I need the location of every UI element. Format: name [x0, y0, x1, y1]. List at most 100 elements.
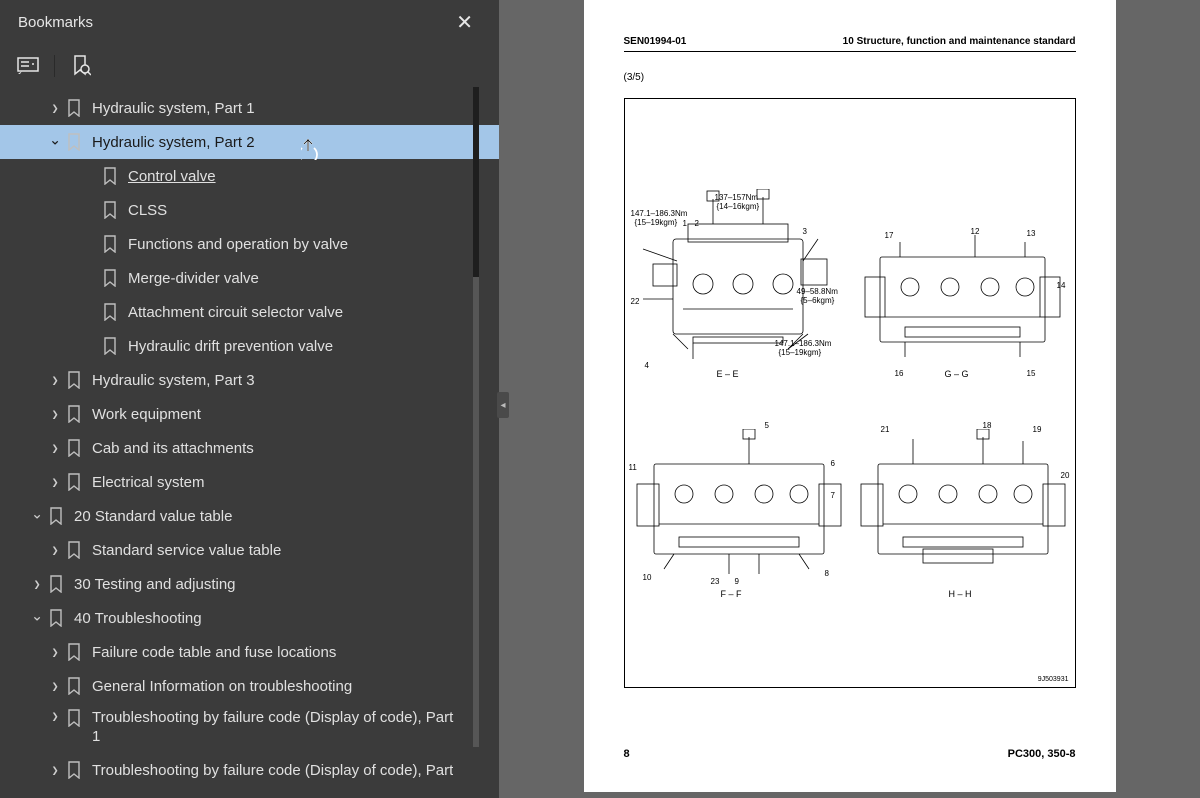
bookmark-icon [46, 575, 66, 593]
bookmark-icon [64, 99, 84, 117]
chevron-icon[interactable]: ⌄ [26, 505, 48, 522]
bookmark-item[interactable]: ❯ Troubleshooting by failure code (Displa… [0, 753, 499, 787]
bookmark-icon [64, 761, 84, 779]
callout: 9 [735, 577, 739, 586]
section-title: 10 Structure, function and maintenance s… [843, 36, 1076, 47]
callout: 18 [983, 421, 992, 430]
collapse-handle-icon[interactable]: ◂ [497, 392, 509, 418]
bookmark-label: Hydraulic system, Part 2 [92, 134, 255, 151]
torque-label: 147.1–186.3Nm [631, 209, 688, 218]
scrollbar[interactable] [469, 87, 479, 798]
callout: 8 [825, 569, 829, 578]
callout: 13 [1027, 229, 1036, 238]
torque-label: {15–19kgm} [779, 348, 822, 357]
bookmark-item[interactable]: ❯30 Testing and adjusting [0, 567, 499, 601]
bookmark-item[interactable]: Attachment circuit selector valve [0, 295, 499, 329]
callout: 2 [695, 219, 699, 228]
torque-label: {5–6kgm} [801, 296, 835, 305]
torque-label: 49–58.8Nm [797, 287, 838, 296]
callout: 7 [831, 491, 835, 500]
chevron-icon[interactable]: ⌄ [26, 607, 48, 624]
bookmark-tree: ❯ Hydraulic system, Part 1 ⌄ Hydraulic syst… [0, 87, 499, 798]
chevron-icon[interactable]: ❯ [49, 647, 62, 657]
find-bookmark-icon[interactable] [67, 52, 95, 80]
chevron-icon[interactable]: ⌄ [44, 131, 66, 148]
bookmark-label: Cab and its attachments [92, 440, 254, 457]
bookmark-label: CLSS [128, 202, 167, 219]
diagram-code: 9J503931 [1038, 676, 1069, 683]
document-viewer[interactable]: SEN01994-01 10 Structure, function and m… [499, 0, 1200, 798]
bookmark-icon [100, 337, 120, 355]
chevron-icon[interactable]: ❯ [49, 681, 62, 691]
bookmark-item[interactable]: ❯ Hydraulic system, Part 1 [0, 91, 499, 125]
bookmark-icon [64, 405, 84, 423]
bookmark-icon [46, 507, 66, 525]
bookmark-icon [64, 439, 84, 457]
bookmark-label: Hydraulic system, Part 3 [92, 372, 255, 389]
bookmark-icon [64, 541, 84, 559]
torque-label: {15–19kgm} [635, 218, 678, 227]
bookmark-icon [64, 709, 84, 727]
pdf-page: SEN01994-01 10 Structure, function and m… [584, 0, 1116, 792]
options-icon[interactable] [14, 52, 42, 80]
bookmark-label: Hydraulic system, Part 1 [92, 100, 255, 117]
bookmark-item[interactable]: ❯ Electrical system [0, 465, 499, 499]
valve-view-gg [855, 227, 1070, 387]
callout: 4 [645, 361, 649, 370]
bookmark-item[interactable]: ⌄ Hydraulic system, Part 2 [0, 125, 499, 159]
bookmark-label: General Information on troubleshooting [92, 678, 352, 695]
chevron-icon[interactable]: ❯ [49, 103, 62, 113]
callout: 15 [1027, 369, 1036, 378]
bookmark-item[interactable]: ❯Failure code table and fuse locations [0, 635, 499, 669]
bookmark-label: 20 Standard value table [74, 508, 232, 525]
callout: 23 [711, 577, 720, 586]
page-subheader: (3/5) [624, 72, 645, 83]
chevron-icon[interactable]: ❯ [49, 375, 62, 385]
bookmark-label: Hydraulic drift prevention valve [128, 338, 333, 355]
bookmark-item[interactable]: ❯ Hydraulic system, Part 3 [0, 363, 499, 397]
bookmark-item[interactable]: Functions and operation by valve [0, 227, 499, 261]
bookmark-icon [100, 201, 120, 219]
section-label: F – F [721, 589, 742, 599]
bookmark-item[interactable]: ❯ Work equipment [0, 397, 499, 431]
page-footer: 8 PC300, 350-8 [624, 748, 1076, 760]
bookmarks-toolbar [0, 45, 499, 87]
bookmark-label: Control valve [128, 168, 216, 185]
bookmarks-header: Bookmarks ✕ [0, 0, 499, 45]
bookmark-item[interactable]: Hydraulic drift prevention valve [0, 329, 499, 363]
bookmark-label: 40 Troubleshooting [74, 610, 202, 627]
bookmark-item[interactable]: CLSS [0, 193, 499, 227]
bookmark-item[interactable]: ❯ Cab and its attachments [0, 431, 499, 465]
callout: 17 [885, 231, 894, 240]
bookmark-label: Electrical system [92, 474, 205, 491]
chevron-icon[interactable]: ❯ [49, 765, 62, 775]
bookmark-icon [64, 677, 84, 695]
bookmark-item[interactable]: ❯Troubleshooting by failure code (Displa… [0, 703, 499, 753]
section-label: H – H [949, 589, 972, 599]
bookmark-icon [64, 371, 84, 389]
chevron-icon[interactable]: ❯ [49, 443, 62, 453]
section-label: E – E [717, 369, 739, 379]
page-number: 8 [624, 748, 630, 760]
bookmarks-panel: Bookmarks ✕ ❯ Hydraulic system, Part 1 ⌄ Hy… [0, 0, 499, 798]
chevron-icon[interactable]: ❯ [31, 579, 44, 589]
doc-id: SEN01994-01 [624, 36, 687, 47]
callout: 10 [643, 573, 652, 582]
bookmark-label: Troubleshooting by failure code (Display… [92, 762, 453, 779]
chevron-icon[interactable]: ❯ [49, 409, 62, 419]
bookmark-item[interactable]: Control valve [0, 159, 499, 193]
bookmark-item[interactable]: ⌄ 20 Standard value table [0, 499, 499, 533]
bookmark-label: Work equipment [92, 406, 201, 423]
bookmark-icon [64, 643, 84, 661]
close-icon[interactable]: ✕ [448, 6, 481, 39]
bookmark-item[interactable]: ❯Standard service value table [0, 533, 499, 567]
torque-label: 137–157Nm [715, 193, 759, 202]
chevron-icon[interactable]: ❯ [49, 711, 62, 722]
bookmark-item[interactable]: ⌄ 40 Troubleshooting [0, 601, 499, 635]
bookmark-item[interactable]: ❯ General Information on troubleshooting [0, 669, 499, 703]
callout: 1 [683, 219, 687, 228]
chevron-icon[interactable]: ❯ [49, 545, 62, 555]
bookmark-item[interactable]: Merge-divider valve [0, 261, 499, 295]
bookmarks-title: Bookmarks [18, 14, 448, 31]
chevron-icon[interactable]: ❯ [49, 477, 62, 487]
